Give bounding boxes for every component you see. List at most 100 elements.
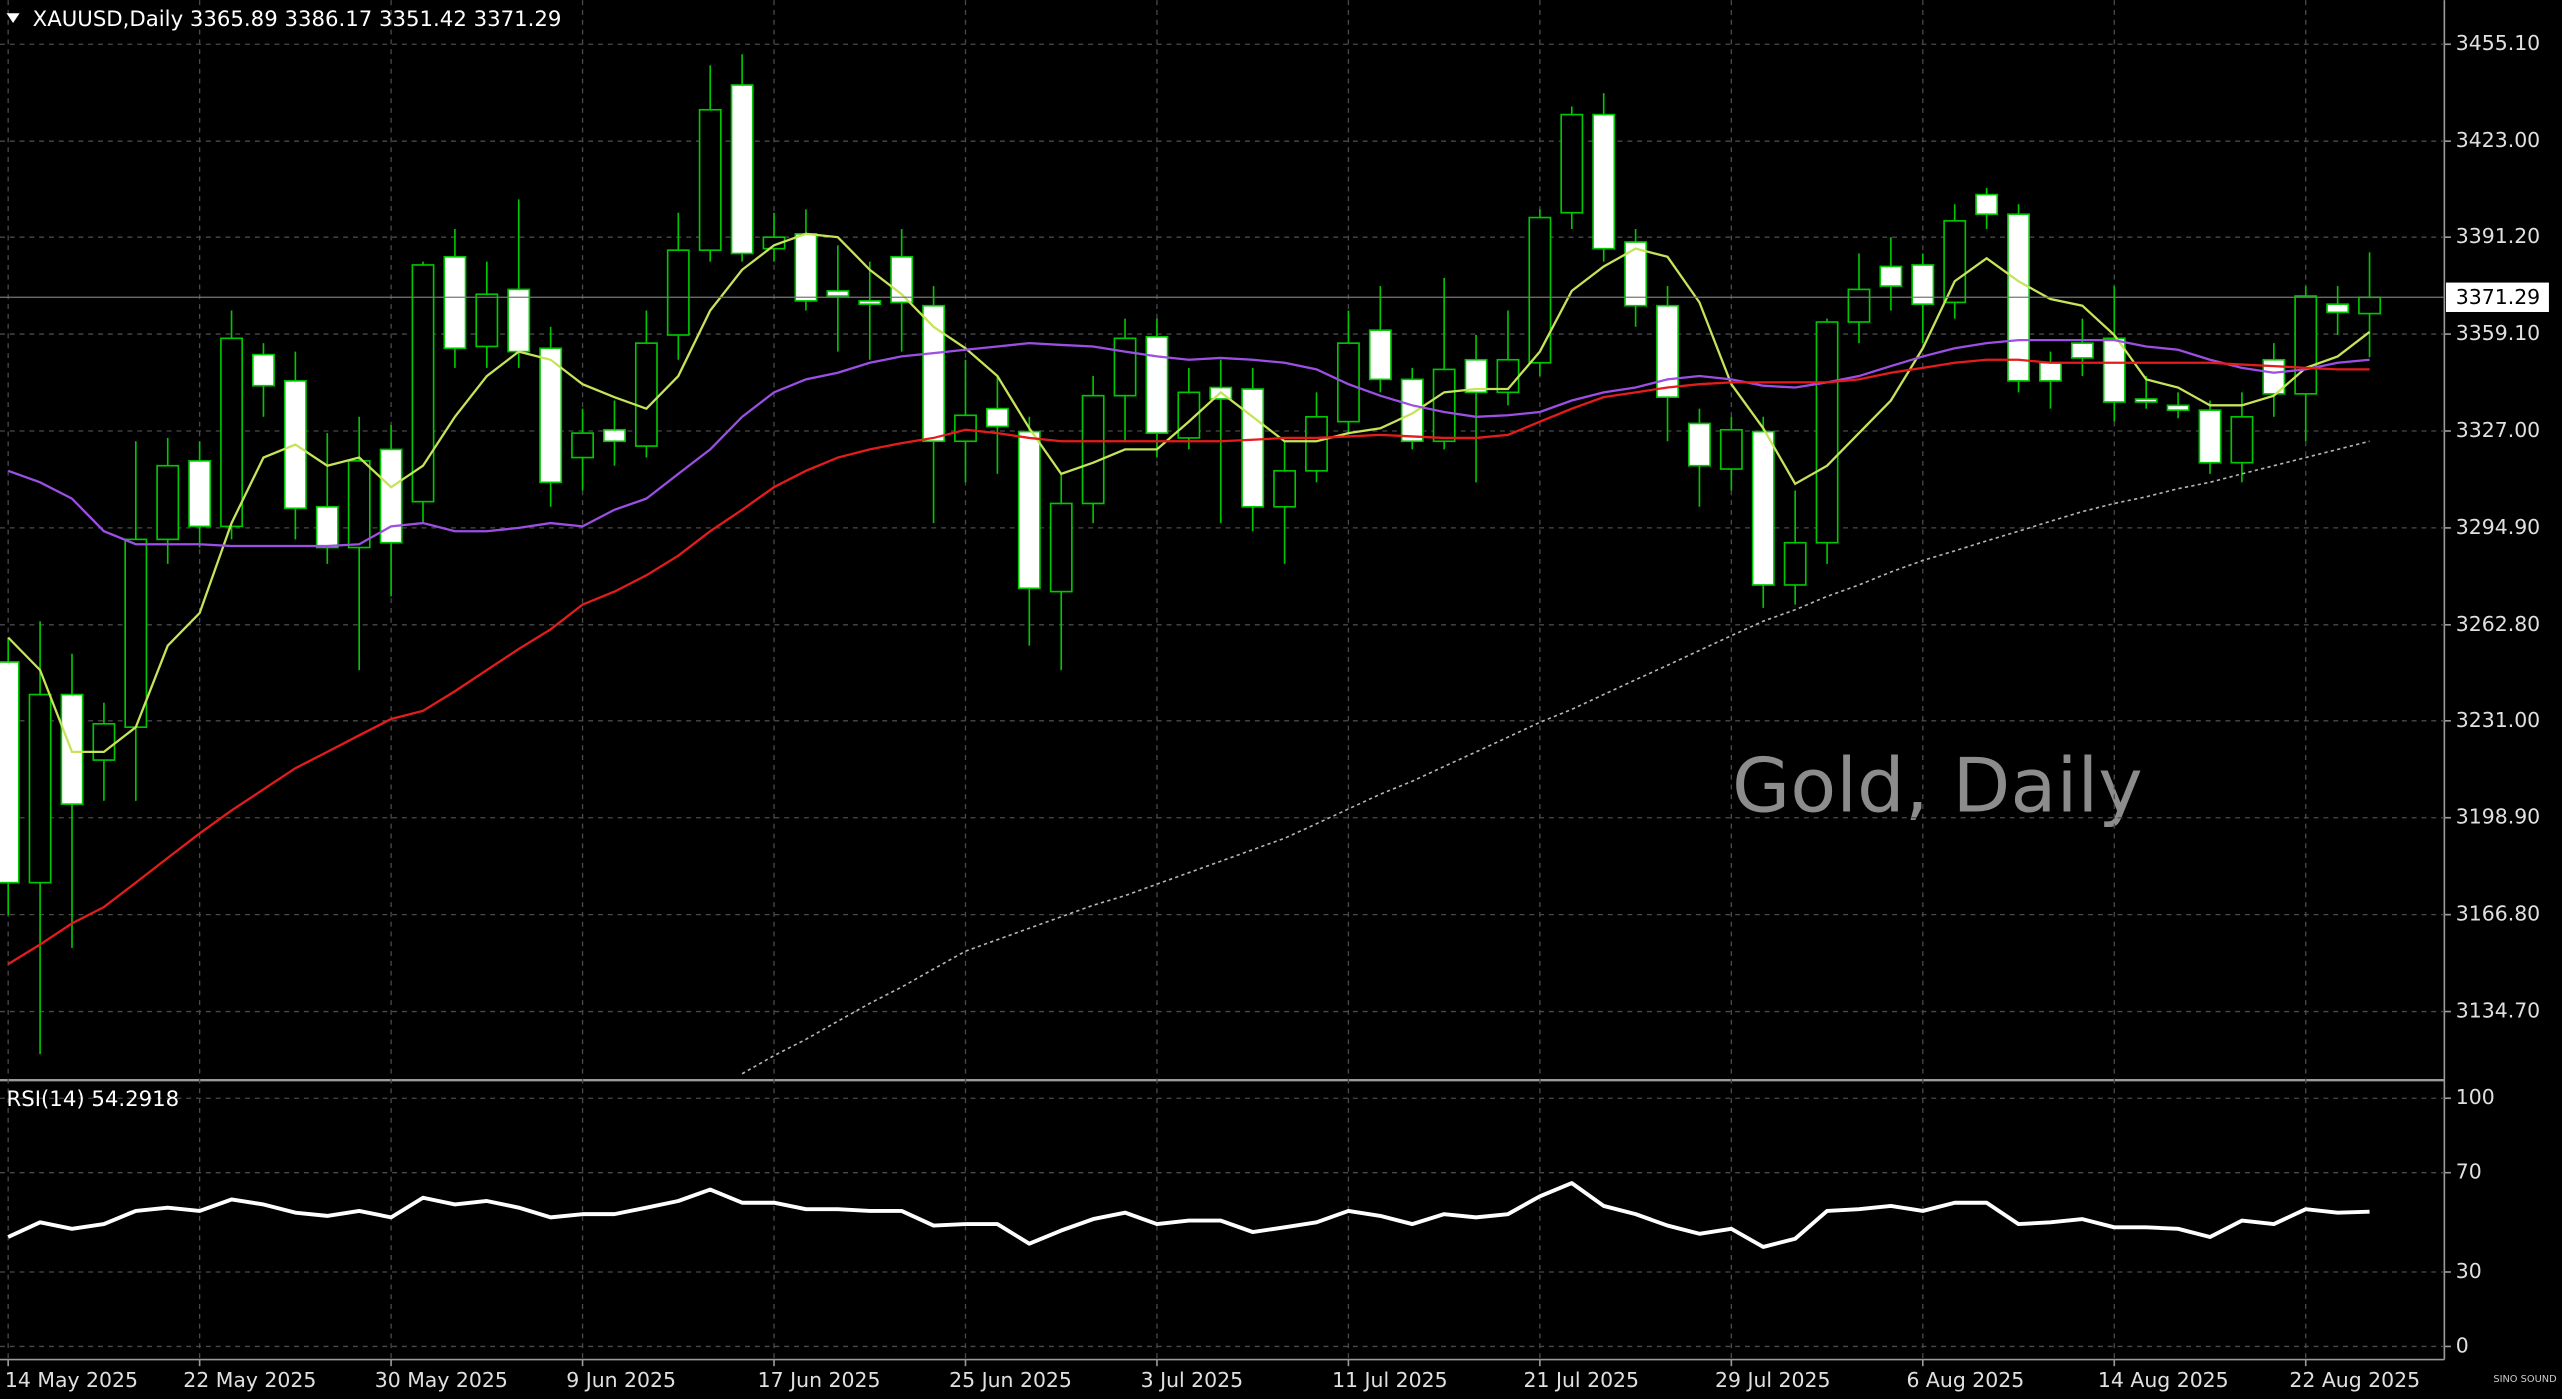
candle-body bbox=[92, 723, 116, 761]
y-tick-label: 30 bbox=[2456, 1259, 2482, 1283]
candle-body bbox=[762, 236, 786, 250]
x-tick-label: 25 Jun 2025 bbox=[949, 1368, 1072, 1392]
candle-body bbox=[794, 233, 818, 302]
candle-body bbox=[1432, 368, 1456, 443]
candle-body bbox=[1464, 358, 1488, 394]
candle-body bbox=[1049, 502, 1073, 593]
candle-body bbox=[379, 448, 403, 544]
candle-body bbox=[1305, 415, 1328, 472]
brand-logo: SINO SOUND bbox=[2493, 1374, 2556, 1385]
candle-body bbox=[1273, 470, 1297, 508]
candle-body bbox=[1815, 321, 1839, 544]
low-value: 3351.42 bbox=[379, 7, 467, 32]
candle-body bbox=[1241, 388, 1265, 508]
rsi-title: RSI(14) bbox=[7, 1087, 85, 1112]
candle-body bbox=[2326, 303, 2350, 314]
candle-body bbox=[156, 464, 180, 541]
open-value: 3365.89 bbox=[190, 7, 278, 32]
moving-average-line bbox=[7, 232, 2371, 754]
candle-body bbox=[539, 347, 563, 484]
chart-header: XAUUSD,Daily 3365.89 3386.17 3351.42 337… bbox=[33, 7, 562, 32]
y-tick-label: 3262.80 bbox=[2456, 612, 2540, 636]
candle-body bbox=[1400, 378, 1424, 443]
candle-body bbox=[666, 249, 690, 336]
x-tick-label: 21 Jul 2025 bbox=[1524, 1368, 1640, 1392]
x-tick-label: 9 Jun 2025 bbox=[566, 1368, 676, 1392]
candle-body bbox=[634, 342, 658, 447]
y-tick-label: 3327.00 bbox=[2456, 418, 2540, 442]
candle-body bbox=[475, 293, 499, 348]
menu-triangle bbox=[6, 13, 20, 24]
candle-body bbox=[1751, 430, 1775, 586]
current-price-tag bbox=[2445, 282, 2549, 312]
candle-body bbox=[507, 288, 531, 353]
x-tick-label: 22 May 2025 bbox=[183, 1368, 316, 1392]
candle-body bbox=[220, 337, 243, 528]
candle-body bbox=[2230, 415, 2254, 464]
candle-body bbox=[698, 108, 722, 251]
moving-average-line bbox=[7, 338, 2370, 548]
candle-body bbox=[1145, 335, 1169, 434]
x-tick-label: 29 Jul 2025 bbox=[1715, 1368, 1830, 1392]
candle-body bbox=[411, 264, 435, 503]
candle-body bbox=[1975, 193, 1999, 216]
candle-body bbox=[1368, 329, 1392, 381]
candle-body bbox=[1783, 541, 1807, 586]
x-tick-label: 14 May 2025 bbox=[5, 1368, 138, 1392]
watermark: Gold, Daily bbox=[1732, 742, 2143, 830]
close-value: 3371.29 bbox=[474, 7, 562, 32]
y-tick-label: 3455.10 bbox=[2456, 31, 2540, 55]
candle-body bbox=[0, 661, 20, 884]
candle-body bbox=[571, 432, 594, 459]
x-tick-label: 14 Aug 2025 bbox=[2098, 1368, 2229, 1392]
candle-body bbox=[188, 460, 212, 528]
candle-body bbox=[1592, 113, 1616, 250]
moving-average-line bbox=[7, 358, 2370, 966]
candle-body bbox=[1624, 241, 1648, 307]
rsi-header: RSI(14) 54.2918 bbox=[7, 1087, 180, 1112]
candle-body bbox=[1943, 220, 1967, 304]
candle-body bbox=[2294, 295, 2318, 395]
candle-body bbox=[2198, 409, 2222, 464]
x-tick-label: 6 Aug 2025 bbox=[1906, 1368, 2024, 1392]
high-value: 3386.17 bbox=[284, 7, 372, 32]
candle-body bbox=[2070, 342, 2094, 359]
y-tick-label: 3134.70 bbox=[2456, 999, 2540, 1023]
candle-body bbox=[2358, 296, 2381, 315]
candle-body bbox=[347, 460, 371, 549]
candle-body bbox=[730, 84, 754, 255]
candle-body bbox=[1336, 342, 1360, 423]
y-tick-label: 0 bbox=[2456, 1333, 2469, 1357]
candle-body bbox=[2134, 398, 2158, 403]
y-tick-label: 3359.10 bbox=[2456, 321, 2540, 345]
x-tick-label: 17 Jun 2025 bbox=[758, 1368, 881, 1392]
candle-body bbox=[1879, 265, 1903, 287]
candle-body bbox=[858, 300, 882, 306]
candle-body bbox=[922, 304, 946, 443]
symbol-title: XAUUSD,Daily bbox=[33, 7, 183, 32]
y-tick-label: 3294.90 bbox=[2456, 515, 2540, 539]
candle-body bbox=[1911, 264, 1935, 306]
candle-body bbox=[2039, 361, 2062, 382]
candle-body bbox=[1847, 288, 1871, 323]
candle-body bbox=[985, 407, 1009, 428]
candle-body bbox=[826, 290, 850, 297]
y-tick-label: 3391.20 bbox=[2456, 224, 2540, 248]
y-tick-label: 100 bbox=[2456, 1085, 2495, 1109]
candle-body bbox=[1528, 216, 1552, 364]
candle-body bbox=[2102, 337, 2126, 403]
moving-average-line bbox=[741, 440, 2370, 1075]
candle-body bbox=[1687, 422, 1711, 467]
candle-body bbox=[315, 505, 339, 549]
candle-body bbox=[1656, 304, 1679, 398]
x-tick-label: 3 Jul 2025 bbox=[1141, 1368, 1244, 1392]
x-tick-label: 22 Aug 2025 bbox=[2289, 1368, 2420, 1392]
candle-body bbox=[1560, 113, 1584, 214]
candle-body bbox=[2262, 358, 2286, 395]
rsi-line bbox=[7, 1181, 2370, 1249]
candle-body bbox=[1017, 430, 1041, 590]
y-tick-label: 3198.90 bbox=[2456, 805, 2540, 829]
